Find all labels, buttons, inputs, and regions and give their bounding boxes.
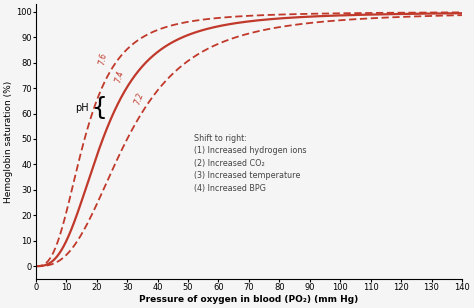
Y-axis label: Hemoglobin saturation (%): Hemoglobin saturation (%) bbox=[4, 80, 13, 203]
X-axis label: Pressure of oxygen in blood (PO₂) (mm Hg): Pressure of oxygen in blood (PO₂) (mm Hg… bbox=[139, 295, 358, 304]
Text: {: { bbox=[92, 96, 108, 120]
Text: pH: pH bbox=[75, 103, 89, 113]
Text: 7.4: 7.4 bbox=[114, 69, 126, 83]
Text: 7.6: 7.6 bbox=[97, 52, 108, 65]
Text: Shift to right:
(1) Increased hydrogen ions
(2) Increased CO₂
(3) Increased temp: Shift to right: (1) Increased hydrogen i… bbox=[194, 134, 307, 193]
Text: 7.2: 7.2 bbox=[133, 91, 146, 106]
